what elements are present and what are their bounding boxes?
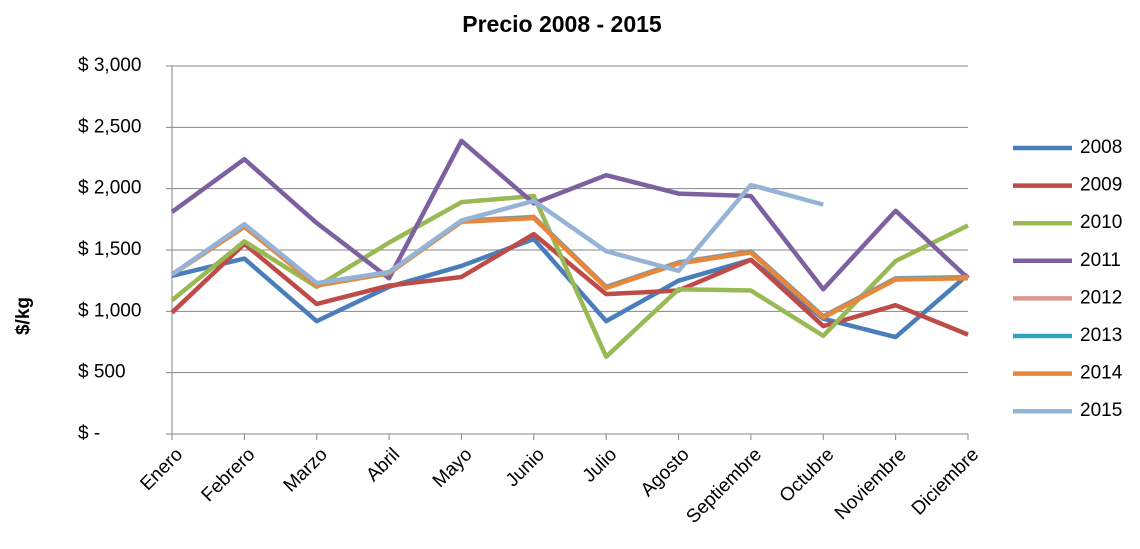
y-axis-label: $/kg [13,297,34,335]
x-tick-label: Febrero [198,444,260,506]
legend-label: 2014 [1080,363,1123,384]
y-tick-label: $ 3,000 [78,55,141,76]
x-tick-label: Agosto [637,444,694,501]
y-tick-label: $ 1,000 [78,300,141,321]
legend-label: 2015 [1080,400,1122,421]
series-line [170,215,969,320]
y-tick-label: $ 1,500 [78,239,141,260]
x-tick-label: Mayo [429,444,477,492]
x-tick-label: Septiembre [682,444,766,528]
chart-title: Precio 2008 - 2015 [462,11,662,37]
y-tick-label: $ 2,000 [78,178,141,199]
legend-label: 2013 [1080,325,1122,346]
legend-label: 2008 [1080,137,1122,158]
series-line [170,138,970,292]
series-line [170,193,969,359]
legend-label: 2011 [1080,250,1121,271]
y-tick-label: $ 500 [78,362,126,383]
y-tick-label: $ 2,500 [78,116,141,137]
x-tick-label: Diciembre [908,444,983,519]
series-line [170,182,824,286]
legend-label: 2012 [1080,287,1122,308]
x-tick-label: Junio [502,444,549,491]
legend-label: 2009 [1080,175,1122,196]
x-tick-label: Enero [136,444,187,495]
x-tick-label: Noviembre [831,444,911,524]
x-tick-label: Marzo [280,444,332,496]
legend-label: 2010 [1080,212,1122,233]
y-tick-label: $ - [78,423,100,444]
x-tick-label: Abril [362,444,404,486]
x-tick-label: Julio [579,444,621,486]
x-tick-label: Octubre [776,444,839,507]
